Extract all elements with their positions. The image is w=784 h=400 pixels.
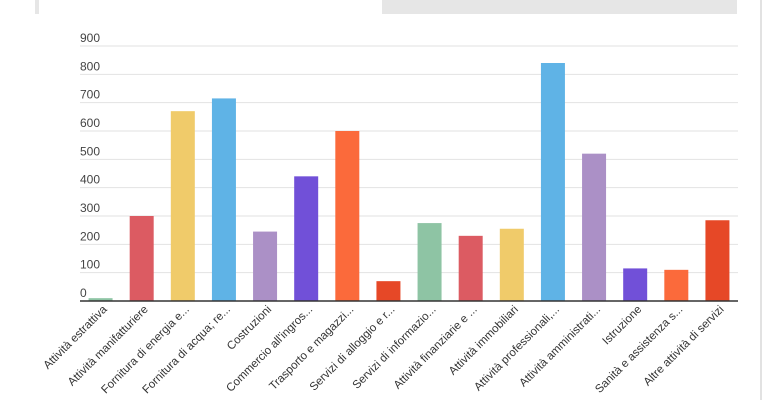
y-tick-label: 300 — [80, 201, 100, 215]
bar — [458, 235, 483, 301]
bars — [88, 63, 730, 302]
top-panel-bar — [382, 0, 737, 14]
bar — [376, 281, 401, 301]
x-tick-label: Fornitura di acqua; re... — [140, 304, 233, 397]
y-tick-label: 900 — [80, 31, 100, 45]
bar-chart: 0 100 200 300 400 500 600 700 800 900 Attività es… — [42, 31, 738, 396]
bar — [705, 220, 730, 301]
y-tick-label: 0 — [80, 286, 87, 300]
y-tick-label: 400 — [80, 173, 100, 187]
bar — [623, 268, 648, 301]
x-tick-label: Altre attività di servizi — [642, 304, 727, 389]
bar — [211, 98, 236, 302]
x-tick-label: Attività finanziarie e ... — [392, 304, 480, 392]
bar — [417, 223, 442, 301]
y-tick-label: 500 — [80, 144, 100, 158]
bar — [582, 153, 607, 301]
x-tick-label: Istruzione — [601, 304, 645, 348]
y-tick-label: 700 — [80, 88, 100, 102]
x-tick-label: Attività amministrati... — [517, 304, 603, 390]
page-scroll-edge — [760, 0, 762, 400]
bar — [253, 231, 278, 301]
x-tick-label: Trasporto e magazzi... — [267, 304, 356, 393]
bar — [664, 269, 689, 301]
bar — [129, 216, 154, 301]
bar — [540, 63, 565, 301]
bar — [294, 176, 319, 301]
y-tick-label: 100 — [80, 258, 100, 272]
y-tick-label: 800 — [80, 59, 100, 73]
y-tick-label: 600 — [80, 116, 100, 130]
bar — [170, 111, 195, 302]
x-tick-label: Servizi di informazio... — [351, 304, 439, 392]
y-tick-label: 200 — [80, 229, 100, 243]
x-tick-label: Attività immobiliari — [447, 304, 521, 378]
bar — [88, 298, 113, 301]
bar — [335, 131, 360, 301]
top-panel-edge — [35, 0, 39, 14]
bar — [499, 228, 524, 301]
x-tick-label: Attività manifatturiere — [66, 304, 151, 389]
y-axis-labels: 0 100 200 300 400 500 600 700 800 900 — [80, 31, 100, 300]
